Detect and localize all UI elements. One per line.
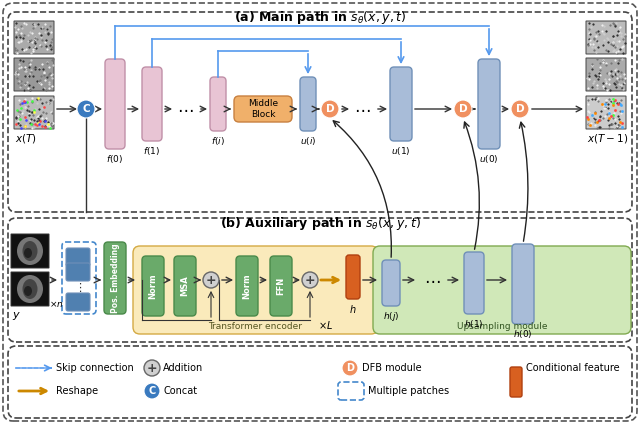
FancyBboxPatch shape xyxy=(586,58,626,91)
Circle shape xyxy=(321,100,339,118)
FancyBboxPatch shape xyxy=(66,293,90,311)
FancyBboxPatch shape xyxy=(11,234,49,268)
Text: Conditional feature: Conditional feature xyxy=(526,363,620,373)
Text: $f(i)$: $f(i)$ xyxy=(211,135,225,147)
FancyBboxPatch shape xyxy=(14,21,54,54)
Text: DFB module: DFB module xyxy=(362,363,422,373)
FancyBboxPatch shape xyxy=(14,58,54,91)
FancyBboxPatch shape xyxy=(464,252,484,314)
FancyBboxPatch shape xyxy=(236,256,258,316)
Text: MSA: MSA xyxy=(180,276,189,296)
FancyBboxPatch shape xyxy=(234,96,292,122)
Text: $\times L$: $\times L$ xyxy=(318,319,333,331)
Text: Reshape: Reshape xyxy=(56,386,98,396)
Text: $u(i)$: $u(i)$ xyxy=(300,135,316,147)
Text: FFN: FFN xyxy=(276,277,285,295)
Text: (a) Main path in $s_{\theta}(x, y, t)$: (a) Main path in $s_{\theta}(x, y, t)$ xyxy=(234,9,406,26)
Ellipse shape xyxy=(24,286,32,296)
Ellipse shape xyxy=(17,237,43,265)
FancyBboxPatch shape xyxy=(346,255,360,299)
FancyBboxPatch shape xyxy=(390,67,412,141)
FancyBboxPatch shape xyxy=(14,96,54,129)
Text: D: D xyxy=(346,363,354,373)
Text: C: C xyxy=(82,104,90,114)
FancyBboxPatch shape xyxy=(510,367,522,397)
Ellipse shape xyxy=(24,248,32,258)
Text: Middle
Block: Middle Block xyxy=(248,99,278,119)
Text: $h(0)$: $h(0)$ xyxy=(513,328,533,340)
Text: $x(T-1)$: $x(T-1)$ xyxy=(587,132,628,145)
Circle shape xyxy=(77,100,95,118)
Text: $f(1)$: $f(1)$ xyxy=(143,145,161,157)
Text: $u(0)$: $u(0)$ xyxy=(479,153,499,165)
Text: Concat: Concat xyxy=(163,386,197,396)
FancyBboxPatch shape xyxy=(174,256,196,316)
Text: Skip connection: Skip connection xyxy=(56,363,134,373)
Text: Norm: Norm xyxy=(148,273,157,299)
Text: +: + xyxy=(305,273,316,287)
FancyBboxPatch shape xyxy=(586,21,626,54)
FancyBboxPatch shape xyxy=(210,77,226,131)
FancyBboxPatch shape xyxy=(373,246,631,334)
Text: $h(j)$: $h(j)$ xyxy=(383,310,399,323)
Text: $\cdots$: $\cdots$ xyxy=(424,271,440,289)
Text: $\cdots$: $\cdots$ xyxy=(177,100,193,118)
Text: $f(0)$: $f(0)$ xyxy=(106,153,124,165)
Text: Addition: Addition xyxy=(163,363,204,373)
Text: Transformer encoder: Transformer encoder xyxy=(209,322,303,331)
Text: $h(1)$: $h(1)$ xyxy=(464,318,484,330)
Circle shape xyxy=(144,383,160,399)
Circle shape xyxy=(302,272,318,288)
FancyBboxPatch shape xyxy=(66,248,90,266)
Text: D: D xyxy=(459,104,467,114)
FancyBboxPatch shape xyxy=(105,59,125,149)
FancyBboxPatch shape xyxy=(512,244,534,324)
Circle shape xyxy=(144,360,160,376)
Ellipse shape xyxy=(22,241,38,261)
Text: Norm: Norm xyxy=(243,273,252,299)
FancyBboxPatch shape xyxy=(270,256,292,316)
Text: +: + xyxy=(147,362,157,374)
Circle shape xyxy=(511,100,529,118)
Text: +: + xyxy=(205,273,216,287)
FancyBboxPatch shape xyxy=(104,242,126,314)
Text: $h$: $h$ xyxy=(349,303,356,315)
Text: $y$: $y$ xyxy=(12,310,21,322)
Text: $u(1)$: $u(1)$ xyxy=(391,145,411,157)
Text: (b) Auxiliary path in $s_{\theta}(x, y, t)$: (b) Auxiliary path in $s_{\theta}(x, y, … xyxy=(220,215,420,232)
Text: C: C xyxy=(148,386,156,396)
Text: Upsampling module: Upsampling module xyxy=(457,322,547,331)
FancyBboxPatch shape xyxy=(66,263,90,281)
Text: $\cdots$: $\cdots$ xyxy=(354,100,371,118)
FancyBboxPatch shape xyxy=(133,246,378,334)
FancyBboxPatch shape xyxy=(142,67,162,141)
FancyBboxPatch shape xyxy=(142,256,164,316)
FancyBboxPatch shape xyxy=(382,260,400,306)
Circle shape xyxy=(454,100,472,118)
FancyBboxPatch shape xyxy=(300,77,316,131)
Ellipse shape xyxy=(22,279,38,299)
Text: $x(T)$: $x(T)$ xyxy=(15,132,37,145)
Text: Multiple patches: Multiple patches xyxy=(368,386,449,396)
Text: D: D xyxy=(326,104,334,114)
Text: $\times n$: $\times n$ xyxy=(49,299,63,309)
Text: $\vdots$: $\vdots$ xyxy=(74,281,82,293)
Circle shape xyxy=(342,360,358,376)
Circle shape xyxy=(203,272,219,288)
Ellipse shape xyxy=(17,275,43,303)
Text: D: D xyxy=(516,104,524,114)
FancyBboxPatch shape xyxy=(586,96,626,129)
Text: Pos. Embedding: Pos. Embedding xyxy=(111,243,120,313)
FancyBboxPatch shape xyxy=(478,59,500,149)
FancyBboxPatch shape xyxy=(11,272,49,306)
